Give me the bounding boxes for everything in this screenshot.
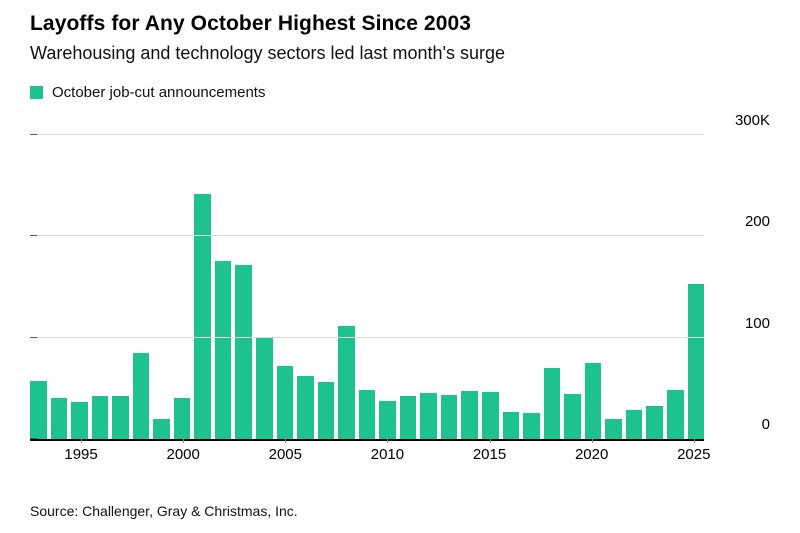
bar-2006 [297,376,314,439]
bar-2001 [194,193,211,439]
y-tick-label-200: 200 [744,213,770,231]
x-tick-mark-2015 [489,439,491,443]
bar-2010 [379,400,396,439]
y-tick-label-300: 300K [734,112,770,129]
y-tick-mark-300 [30,134,37,135]
x-tick-mark-2025 [693,439,695,443]
bar-2000 [173,398,191,439]
bar-2016 [502,411,520,439]
bar-1994 [50,398,68,439]
bar-2023 [646,405,663,439]
x-tick-label-2025: 2025 [677,446,711,463]
y-gridline-100 [30,336,704,338]
bar-2025 [687,283,705,439]
bar-1998 [132,352,150,439]
x-tick-label-2010: 2010 [370,446,405,463]
x-tick-mark-1995 [81,439,83,443]
x-tick-label-1995: 1995 [64,446,98,463]
chart-title: Layoffs for Any October Highest Since 20… [30,12,472,35]
bar-series [30,135,705,439]
bar-2019 [564,394,581,439]
y-gridline-200 [30,235,704,237]
bar-2011 [399,396,417,439]
x-tick-mark-2020 [591,439,593,443]
bar-2021 [605,418,622,439]
bar-2007 [317,382,335,439]
bar-2002 [214,260,232,439]
bar-1997 [112,396,129,439]
bar-2018 [543,368,561,439]
bar-2008 [338,325,355,439]
bar-2009 [358,390,376,439]
bar-2015 [482,392,499,439]
y-tick-mark-200 [30,235,37,237]
bar-2004 [256,336,273,439]
y-tick-mark-100 [30,336,37,338]
x-tick-mark-2010 [387,439,389,443]
x-tick-label-2005: 2005 [268,446,302,463]
bar-2005 [276,366,294,439]
bar-2022 [625,409,643,439]
plot-area: 0 100 200 300K 1995 2000 2005 2010 2015 2020 2025 [30,113,770,462]
legend: October job-cut announcements [30,84,770,101]
y-gridline-300 [30,134,704,135]
bar-2017 [523,412,540,439]
x-tick-label-2015: 2015 [472,446,507,463]
y-tick-label-0: 0 [761,416,770,433]
bar-2020 [584,363,602,439]
bar-2003 [235,264,253,439]
bar-2014 [461,391,479,439]
bar-2012 [420,393,437,439]
x-tick-label-2020: 2020 [574,446,609,463]
chart-area: 0 100 200 300K 1995 2000 2005 2010 2015 2020 2025 [30,113,770,473]
chart-subtitle: Warehousing and technology sectors led l… [30,43,506,63]
source-note: Source: Challenger, Gray & Christmas, In… [30,503,298,519]
x-tick-mark-2005 [285,439,287,443]
x-tick-mark-2000 [183,439,185,443]
bar-1995 [71,401,88,439]
x-tick-label-2000: 2000 [166,446,200,463]
bar-1999 [153,418,170,439]
y-tick-mark-0 [30,438,37,439]
legend-label: October job-cut announcements [52,84,266,101]
bar-1996 [91,396,109,439]
bar-2013 [440,395,458,439]
bar-2024 [666,390,684,439]
bar-1993 [30,381,47,439]
legend-swatch-icon [30,86,43,99]
y-tick-label-100: 100 [744,314,770,332]
